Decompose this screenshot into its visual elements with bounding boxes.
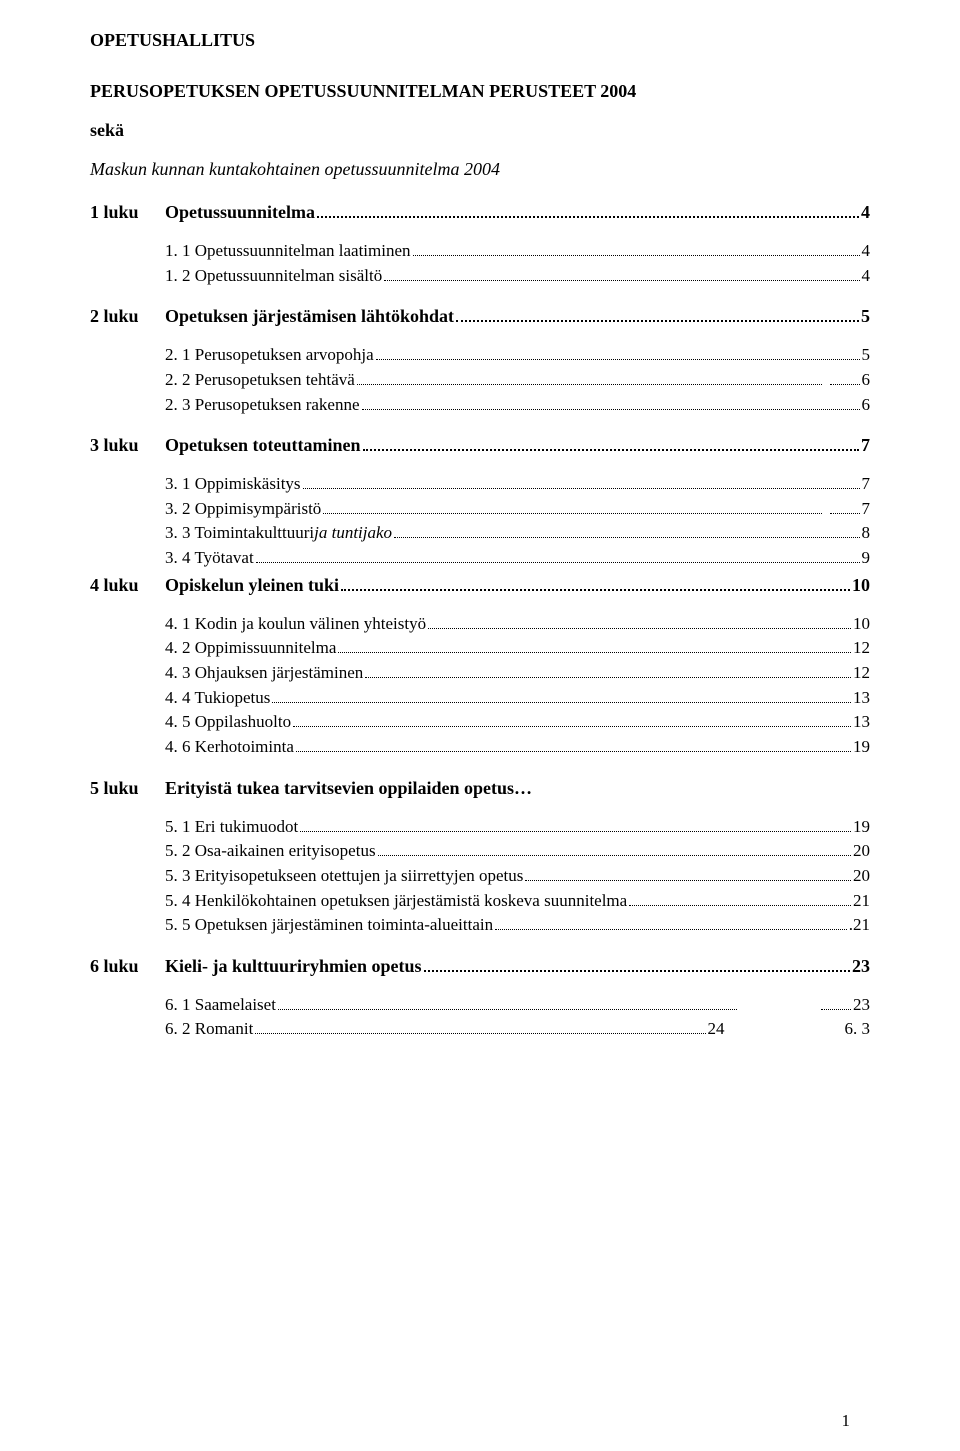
toc-sub-label: 4. 2 Oppimissuunnitelma bbox=[165, 636, 336, 661]
toc-sub-label: 2. 1 Perusopetuksen arvopohja bbox=[165, 343, 374, 368]
toc-sub-entry: 3. 3 Toimintakulttuuri ja tuntijako 8 bbox=[165, 521, 870, 546]
toc-sub-page: 20 bbox=[853, 864, 870, 889]
toc-sub-label: 5. 2 Osa-aikainen erityisopetus bbox=[165, 839, 376, 864]
toc-sub-page: 6 bbox=[862, 368, 871, 393]
page-number: 1 bbox=[842, 1411, 851, 1431]
toc-sub-entry: 5. 2 Osa-aikainen erityisopetus 20 bbox=[165, 839, 870, 864]
toc-sub-label: 3. 1 Oppimiskäsitys bbox=[165, 472, 301, 497]
toc-sub-entry: 5. 5 Opetuksen järjestäminen toiminta-al… bbox=[165, 913, 870, 938]
toc-sub-label: 5. 5 Opetuksen järjestäminen toiminta-al… bbox=[165, 913, 493, 938]
toc-chapter: 1 lukuOpetussuunnitelma 4 bbox=[90, 202, 870, 223]
toc-sub-page: 6 bbox=[862, 393, 871, 418]
toc-sub-page: 4 bbox=[862, 264, 871, 289]
toc-sub-page: 5 bbox=[862, 343, 871, 368]
toc-chapter-title: Opetussuunnitelma bbox=[165, 202, 315, 223]
toc-sub-page: 23 bbox=[853, 993, 870, 1018]
org-name: OPETUSHALLITUS bbox=[90, 30, 870, 51]
toc-sub-page: 9 bbox=[862, 546, 871, 571]
toc-sub-label: 5. 3 Erityisopetukseen otettujen ja siir… bbox=[165, 864, 523, 889]
toc-sub-label: 2. 3 Perusopetuksen rakenne bbox=[165, 393, 360, 418]
toc-sub-entry: 5. 4 Henkilökohtainen opetuksen järjestä… bbox=[165, 889, 870, 914]
toc-chapter-title: Opetuksen toteuttaminen bbox=[165, 435, 361, 456]
toc-sub-page: .21 bbox=[849, 913, 870, 938]
toc-sub-page: 13 bbox=[853, 710, 870, 735]
toc-sub-page: 7 bbox=[862, 497, 871, 522]
toc-sub-page: 19 bbox=[853, 815, 870, 840]
toc-sub-page: 19 bbox=[853, 735, 870, 760]
toc-sub-entry: 2. 2 Perusopetuksen tehtävä 6 bbox=[165, 368, 870, 393]
toc-sub-page: 20 bbox=[853, 839, 870, 864]
toc-sub-entry: 5. 1 Eri tukimuodot 19 bbox=[165, 815, 870, 840]
toc-chapter-num: 1 luku bbox=[90, 202, 165, 223]
toc-chapter: 5 lukuErityistä tukea tarvitsevien oppil… bbox=[90, 778, 870, 799]
toc-sub-entry: 4. 4 Tukiopetus 13 bbox=[165, 686, 870, 711]
toc-sub-entry: 3. 4 Työtavat 9 bbox=[165, 546, 870, 571]
toc-sub-entry: 4. 2 Oppimissuunnitelma 12 bbox=[165, 636, 870, 661]
toc-sub-entry: 6. 2 Romanit246. 3 bbox=[165, 1017, 870, 1042]
toc-sub-label-italic: ja tuntijako bbox=[314, 521, 392, 546]
toc-sub-entry: 6. 1 Saamelaiset 23 bbox=[165, 993, 870, 1018]
toc-sub-entry: 4. 6 Kerhotoiminta 19 bbox=[165, 735, 870, 760]
toc-chapter-page: 4 bbox=[861, 202, 870, 223]
toc-chapter-title: Erityistä tukea tarvitsevien oppilaiden … bbox=[165, 778, 532, 799]
toc-sub-page: 21 bbox=[853, 889, 870, 914]
toc-sub-page: 4 bbox=[862, 239, 871, 264]
conjunction: sekä bbox=[90, 120, 870, 141]
toc-sub-page: 12 bbox=[853, 636, 870, 661]
toc-sub-label: 4. 5 Oppilashuolto bbox=[165, 710, 291, 735]
toc-sub-entry: 2. 1 Perusopetuksen arvopohja 5 bbox=[165, 343, 870, 368]
toc-sub-label: 6. 1 Saamelaiset bbox=[165, 993, 276, 1018]
toc-sub-entry: 3. 1 Oppimiskäsitys 7 bbox=[165, 472, 870, 497]
toc-chapter-num: 2 luku bbox=[90, 306, 165, 327]
toc-sub-label: 3. 2 Oppimisympäristö bbox=[165, 497, 321, 522]
toc-sub-label: 5. 4 Henkilökohtainen opetuksen järjestä… bbox=[165, 889, 627, 914]
toc-sub-label: 3. 4 Työtavat bbox=[165, 546, 254, 571]
toc-chapter-page: 7 bbox=[861, 435, 870, 456]
toc-sub-page: 7 bbox=[862, 472, 871, 497]
toc-sub-label: 1. 1 Opetussuunnitelman laatiminen bbox=[165, 239, 411, 264]
toc-chapter-page: 23 bbox=[852, 956, 870, 977]
toc-sub-entry: 2. 3 Perusopetuksen rakenne 6 bbox=[165, 393, 870, 418]
subtitle: Maskun kunnan kuntakohtainen opetussuunn… bbox=[90, 159, 870, 180]
toc-sub-label: 4. 3 Ohjauksen järjestäminen bbox=[165, 661, 363, 686]
toc-sub-label: 1. 2 Opetussuunnitelman sisältö bbox=[165, 264, 382, 289]
toc-sub-label: 4. 6 Kerhotoiminta bbox=[165, 735, 294, 760]
toc-sub-label: 3. 3 Toimintakulttuuri bbox=[165, 521, 314, 546]
toc-sub-entry: 1. 2 Opetussuunnitelman sisältö 4 bbox=[165, 264, 870, 289]
toc-sub-page: 10 bbox=[853, 612, 870, 637]
toc-sub-entry: 3. 2 Oppimisympäristö 7 bbox=[165, 497, 870, 522]
toc-chapter-page: 5 bbox=[861, 306, 870, 327]
toc-chapter-title: Opetuksen järjestämisen lähtökohdat bbox=[165, 306, 454, 327]
toc-chapter: 4 lukuOpiskelun yleinen tuki10 bbox=[90, 575, 870, 596]
toc-chapter-num: 5 luku bbox=[90, 778, 165, 799]
toc-chapter: 6 lukuKieli- ja kulttuuriryhmien opetus 2… bbox=[90, 956, 870, 977]
doc-title: PERUSOPETUKSEN OPETUSSUUNNITELMAN PERUST… bbox=[90, 81, 870, 102]
toc-sub-label: 4. 4 Tukiopetus bbox=[165, 686, 270, 711]
toc-sub-entry: 4. 1 Kodin ja koulun välinen yhteistyö 10 bbox=[165, 612, 870, 637]
toc-chapter: 2 lukuOpetuksen järjestämisen lähtökohda… bbox=[90, 306, 870, 327]
toc-chapter-num: 6 luku bbox=[90, 956, 165, 977]
toc-chapter-num: 3 luku bbox=[90, 435, 165, 456]
toc-sub-page: 8 bbox=[862, 521, 871, 546]
toc-sub-label: 5. 1 Eri tukimuodot bbox=[165, 815, 298, 840]
toc-sub-label: 2. 2 Perusopetuksen tehtävä bbox=[165, 368, 355, 393]
toc-sub-label: 4. 1 Kodin ja koulun välinen yhteistyö bbox=[165, 612, 426, 637]
toc-sub-entry: 1. 1 Opetussuunnitelman laatiminen 4 bbox=[165, 239, 870, 264]
toc-sub-page: 12 bbox=[853, 661, 870, 686]
toc-sub-entry: 4. 5 Oppilashuolto 13 bbox=[165, 710, 870, 735]
toc-sub-entry: 4. 3 Ohjauksen järjestäminen 12 bbox=[165, 661, 870, 686]
toc-chapter-title: Kieli- ja kulttuuriryhmien opetus bbox=[165, 956, 422, 977]
toc-chapter: 3 lukuOpetuksen toteuttaminen 7 bbox=[90, 435, 870, 456]
toc-sub-entry: 5. 3 Erityisopetukseen otettujen ja siir… bbox=[165, 864, 870, 889]
table-of-contents: 1 lukuOpetussuunnitelma41. 1 Opetussuunn… bbox=[90, 202, 870, 1042]
toc-sub-page: 13 bbox=[853, 686, 870, 711]
